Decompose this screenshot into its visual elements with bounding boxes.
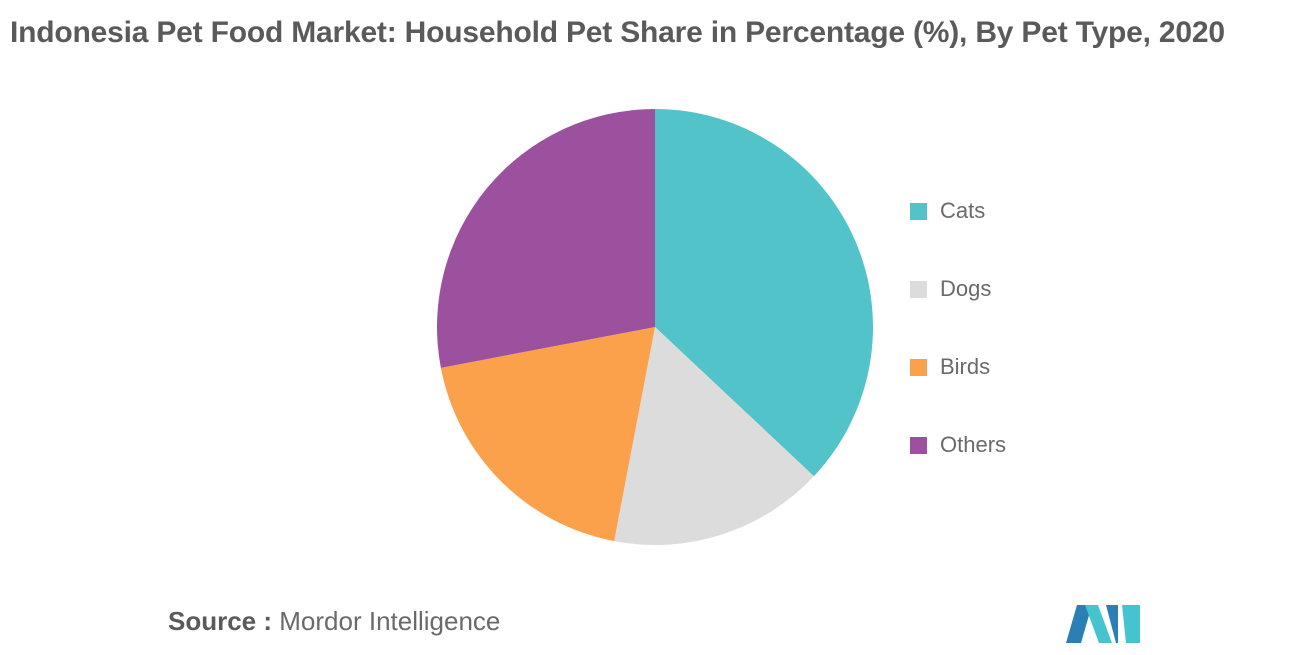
legend-item-cats: Cats <box>910 196 1006 226</box>
legend-label: Dogs <box>940 276 992 301</box>
chart-title: Indonesia Pet Food Market: Household Pet… <box>10 16 1225 49</box>
legend-swatch <box>910 280 927 298</box>
chart-legend: Cats Dogs Birds Others <box>910 196 1006 508</box>
legend-label: Cats <box>940 198 986 223</box>
pie-slice-birds <box>440 327 655 542</box>
pie-slice-dogs <box>614 327 814 545</box>
logo-shape-middle <box>1085 605 1112 643</box>
source-text: Mordor Intelligence <box>279 606 501 636</box>
mordor-intelligence-logo-icon <box>1066 605 1140 643</box>
source-label: Source : <box>168 606 273 636</box>
pie-slice-others <box>437 109 655 368</box>
source-note: Source : Mordor Intelligence <box>168 606 500 637</box>
legend-label: Others <box>940 432 1007 457</box>
legend-item-dogs: Dogs <box>910 274 1006 304</box>
legend-item-others: Others <box>910 430 1006 460</box>
pie-slices <box>437 109 873 545</box>
legend-item-birds: Birds <box>910 352 1006 382</box>
legend-swatch <box>910 202 927 220</box>
legend-swatch <box>910 436 927 454</box>
pie-slice-cats <box>655 109 873 477</box>
logo-shape-right-b <box>1122 605 1140 643</box>
logo-shape-left <box>1066 605 1092 643</box>
legend-swatch <box>910 358 927 376</box>
legend-label: Birds <box>940 354 991 379</box>
logo-shape-right-a <box>1106 605 1118 643</box>
